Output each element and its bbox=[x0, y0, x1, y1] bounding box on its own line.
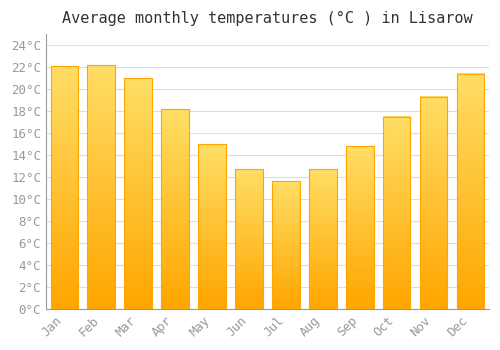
Bar bbox=[198, 144, 226, 309]
Bar bbox=[272, 181, 299, 309]
Bar bbox=[124, 78, 152, 309]
Bar bbox=[235, 169, 263, 309]
Bar bbox=[50, 66, 78, 309]
Bar bbox=[383, 117, 410, 309]
Bar bbox=[346, 146, 374, 309]
Bar bbox=[346, 146, 374, 309]
Bar bbox=[272, 181, 299, 309]
Bar bbox=[50, 66, 78, 309]
Bar bbox=[88, 65, 115, 309]
Bar bbox=[162, 109, 189, 309]
Bar bbox=[383, 117, 410, 309]
Title: Average monthly temperatures (°C ) in Lisarow: Average monthly temperatures (°C ) in Li… bbox=[62, 11, 472, 26]
Bar bbox=[124, 78, 152, 309]
Bar bbox=[88, 65, 115, 309]
Bar bbox=[309, 169, 336, 309]
Bar bbox=[420, 97, 448, 309]
Bar bbox=[235, 169, 263, 309]
Bar bbox=[456, 74, 484, 309]
Bar bbox=[198, 144, 226, 309]
Bar bbox=[456, 74, 484, 309]
Bar bbox=[309, 169, 336, 309]
Bar bbox=[420, 97, 448, 309]
Bar bbox=[162, 109, 189, 309]
